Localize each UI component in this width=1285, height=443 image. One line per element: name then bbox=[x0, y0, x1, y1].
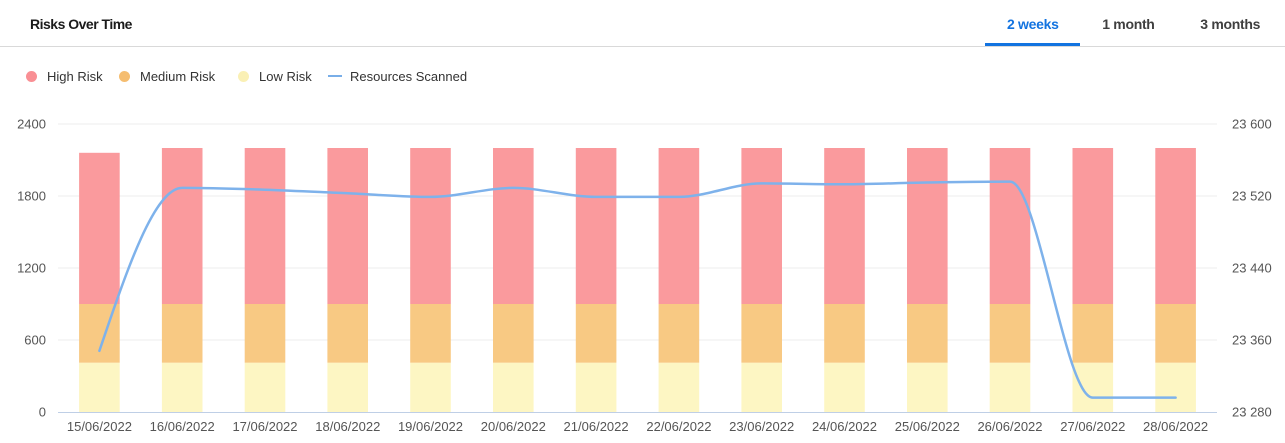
svg-text:1800: 1800 bbox=[17, 189, 46, 204]
svg-text:27/06/2022: 27/06/2022 bbox=[1060, 419, 1125, 434]
svg-text:23 280: 23 280 bbox=[1232, 405, 1272, 420]
svg-text:23 520: 23 520 bbox=[1232, 189, 1272, 204]
svg-text:16/06/2022: 16/06/2022 bbox=[150, 419, 215, 434]
svg-text:0: 0 bbox=[39, 405, 46, 420]
svg-text:23 360: 23 360 bbox=[1232, 333, 1272, 348]
svg-text:600: 600 bbox=[24, 333, 46, 348]
svg-text:21/06/2022: 21/06/2022 bbox=[564, 419, 629, 434]
svg-text:25/06/2022: 25/06/2022 bbox=[895, 419, 960, 434]
svg-text:19/06/2022: 19/06/2022 bbox=[398, 419, 463, 434]
svg-text:24/06/2022: 24/06/2022 bbox=[812, 419, 877, 434]
svg-text:23 600: 23 600 bbox=[1232, 117, 1272, 132]
svg-text:22/06/2022: 22/06/2022 bbox=[646, 419, 711, 434]
svg-text:17/06/2022: 17/06/2022 bbox=[232, 419, 297, 434]
svg-text:15/06/2022: 15/06/2022 bbox=[67, 419, 132, 434]
svg-text:23 440: 23 440 bbox=[1232, 261, 1272, 276]
svg-text:18/06/2022: 18/06/2022 bbox=[315, 419, 380, 434]
svg-text:20/06/2022: 20/06/2022 bbox=[481, 419, 546, 434]
svg-text:28/06/2022: 28/06/2022 bbox=[1143, 419, 1208, 434]
svg-text:23/06/2022: 23/06/2022 bbox=[729, 419, 794, 434]
svg-text:1200: 1200 bbox=[17, 261, 46, 276]
svg-text:2400: 2400 bbox=[17, 117, 46, 132]
svg-text:26/06/2022: 26/06/2022 bbox=[977, 419, 1042, 434]
